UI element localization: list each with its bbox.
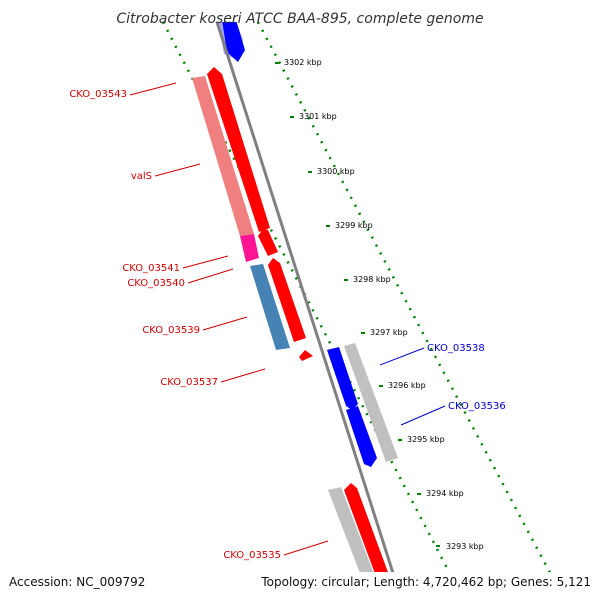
- feature-03535: [328, 487, 374, 572]
- tick-3300: 3300 kbp: [308, 167, 355, 176]
- tick-3301: 3301 kbp: [290, 112, 337, 121]
- tick-3295: 3295 kbp: [398, 435, 445, 444]
- tick-label-3296: 3296 kbp: [388, 381, 426, 390]
- tick-3299: 3299 kbp: [326, 221, 373, 230]
- map-title: Citrobacter koseri ATCC BAA-895, complet…: [116, 11, 483, 27]
- gene-label-text: CKO_03535: [223, 550, 281, 561]
- tick-3296: 3296 kbp: [379, 381, 426, 390]
- tick-label-3300: 3300 kbp: [317, 167, 355, 176]
- feature-03541: [240, 234, 259, 262]
- accession-text: Accession: NC_009792: [9, 575, 145, 589]
- forward-cds-valS: [207, 67, 270, 232]
- tick-label-3295: 3295 kbp: [407, 435, 445, 444]
- genome-summary-text: Topology: circular; Length: 4,720,462 bp…: [260, 575, 591, 589]
- tick-label-3299: 3299 kbp: [335, 221, 373, 230]
- gene-label-cko-03540[interactable]: CKO_03540: [127, 268, 234, 289]
- reverse-cds-03538: [327, 347, 358, 410]
- reverse-cds-03536: [346, 406, 377, 467]
- gene-label-cko-03536[interactable]: CKO_03536: [400, 401, 506, 426]
- gene-label-cko-03541[interactable]: CKO_03541: [122, 255, 229, 274]
- forward-cds-03537: [299, 350, 313, 361]
- gene-label-text: CKO_03538: [427, 343, 485, 354]
- map-area: 3303 kbp 3302 kbp 3301 kbp 3300 kbp 3299…: [161, 22, 551, 572]
- gene-label-cko-03537[interactable]: CKO_03537: [160, 368, 266, 388]
- gene-label-text: CKO_03541: [122, 263, 180, 274]
- gene-label-text: CKO_03543: [69, 89, 127, 100]
- feature-gray-03538: [344, 343, 398, 462]
- tick-label-3297: 3297 kbp: [370, 328, 408, 337]
- gene-label-text: CKO_03540: [127, 278, 185, 289]
- forward-cds-03535: [344, 483, 388, 572]
- gene-label-text: valS: [131, 171, 152, 182]
- feature-03539: [250, 264, 290, 350]
- gene-label-cko-03538[interactable]: CKO_03538: [379, 343, 485, 366]
- gene-label-vals[interactable]: valS: [131, 163, 201, 182]
- gene-label-text: CKO_03539: [142, 325, 200, 336]
- genome-backbone: [215, 22, 395, 572]
- gene-label-cko-03539[interactable]: CKO_03539: [142, 316, 248, 336]
- forward-cds-03541: [258, 229, 278, 256]
- gene-label-cko-03543[interactable]: CKO_03543: [69, 82, 177, 100]
- outer-dotted-guide: [256, 22, 551, 572]
- tick-3298: 3298 kbp: [344, 275, 391, 284]
- gene-label-text: CKO_03537: [160, 377, 218, 388]
- tick-label-3301: 3301 kbp: [299, 112, 337, 121]
- gene-label-text: CKO_03536: [448, 401, 506, 412]
- feature-03543: [192, 76, 254, 236]
- tick-3302: 3302 kbp: [275, 58, 322, 67]
- tick-3294: 3294 kbp: [417, 489, 464, 498]
- gene-label-cko-03535[interactable]: CKO_03535: [223, 540, 329, 561]
- tick-label-3298: 3298 kbp: [353, 275, 391, 284]
- forward-cds-03540: [268, 258, 306, 342]
- tick-label-3294: 3294 kbp: [426, 489, 464, 498]
- tick-label-3293: 3293 kbp: [446, 542, 484, 551]
- tick-label-3302: 3302 kbp: [284, 58, 322, 67]
- tick-3297: 3297 kbp: [361, 328, 408, 337]
- tick-3293: 3293 kbp: [436, 542, 484, 551]
